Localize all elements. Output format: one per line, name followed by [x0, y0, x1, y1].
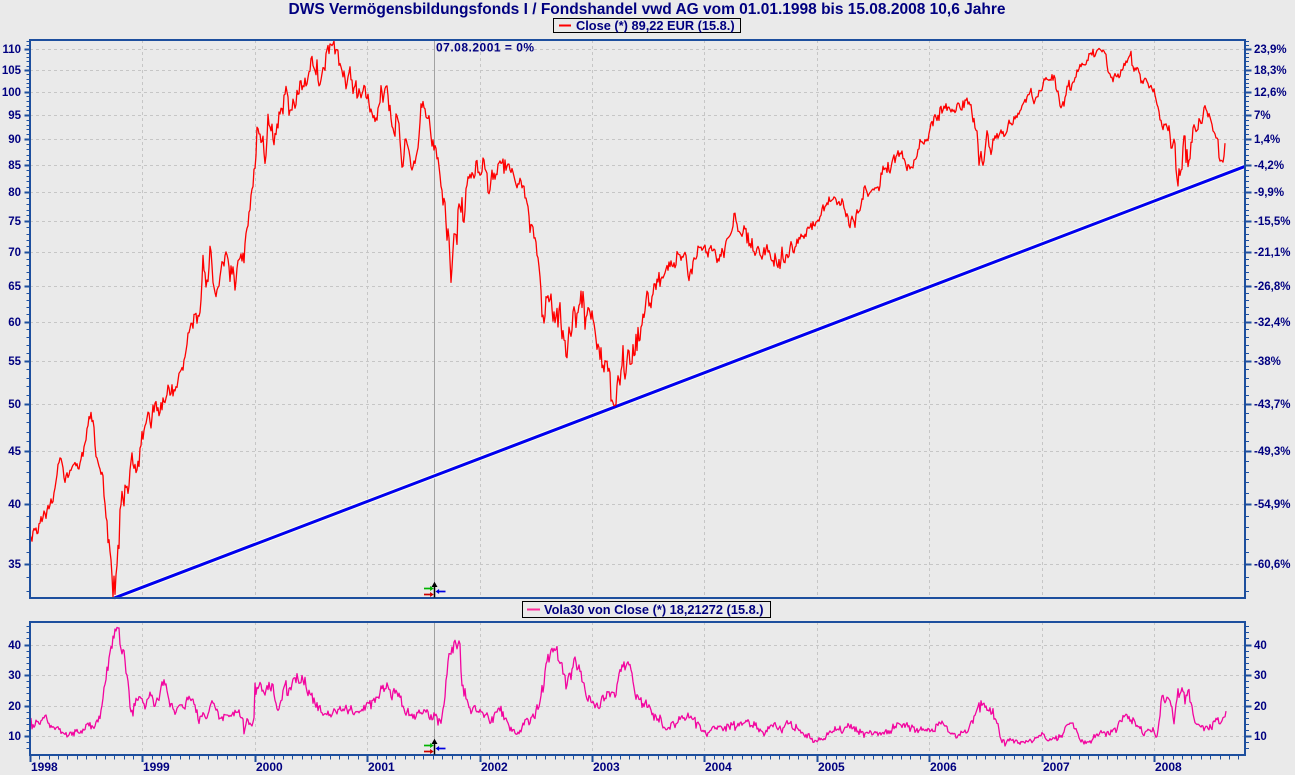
svg-text:90: 90: [8, 134, 21, 146]
svg-text:45: 45: [8, 446, 21, 458]
svg-text:75: 75: [8, 216, 21, 228]
svg-text:95: 95: [8, 110, 21, 122]
svg-text:80: 80: [8, 187, 21, 199]
svg-text:Close (*) 89,22 EUR (15.8.): Close (*) 89,22 EUR (15.8.): [576, 18, 735, 33]
svg-text:-15,5%: -15,5%: [1254, 216, 1290, 228]
svg-text:105: 105: [2, 65, 22, 77]
svg-text:70: 70: [8, 247, 21, 259]
svg-text:1,4%: 1,4%: [1254, 134, 1280, 146]
svg-text:Vola30 von Close (*) 18,21272: Vola30 von Close (*) 18,21272 (15.8.): [544, 602, 764, 617]
svg-text:20: 20: [8, 701, 21, 713]
svg-text:10: 10: [8, 731, 21, 743]
svg-text:-60,6%: -60,6%: [1254, 559, 1290, 571]
svg-text:85: 85: [8, 160, 21, 172]
svg-text:40: 40: [8, 640, 21, 652]
svg-text:30: 30: [1254, 670, 1267, 682]
svg-text:1999: 1999: [143, 760, 170, 774]
svg-text:20: 20: [1254, 701, 1267, 713]
svg-text:18,3%: 18,3%: [1254, 65, 1287, 77]
svg-text:100: 100: [2, 87, 21, 99]
svg-text:-9,9%: -9,9%: [1254, 187, 1284, 199]
svg-text:-38%: -38%: [1254, 356, 1281, 368]
svg-text:10: 10: [1254, 731, 1267, 743]
svg-text:2002: 2002: [481, 760, 508, 774]
svg-text:55: 55: [8, 356, 21, 368]
svg-text:-26,8%: -26,8%: [1254, 281, 1290, 293]
svg-text:-54,9%: -54,9%: [1254, 499, 1290, 511]
svg-text:40: 40: [1254, 640, 1267, 652]
svg-text:2008: 2008: [1155, 760, 1182, 774]
svg-text:50: 50: [8, 399, 21, 411]
svg-text:65: 65: [8, 281, 21, 293]
svg-text:7%: 7%: [1254, 110, 1271, 122]
svg-text:2000: 2000: [256, 760, 283, 774]
svg-text:23,9%: 23,9%: [1254, 44, 1287, 56]
svg-text:2005: 2005: [818, 760, 845, 774]
svg-text:-32,4%: -32,4%: [1254, 317, 1290, 329]
svg-text:DWS Vermögensbildungsfonds I /: DWS Vermögensbildungsfonds I / Fondshand…: [289, 1, 1006, 18]
svg-text:30: 30: [8, 670, 21, 682]
svg-text:-49,3%: -49,3%: [1254, 446, 1290, 458]
svg-text:-21,1%: -21,1%: [1254, 247, 1290, 259]
svg-text:60: 60: [8, 317, 21, 329]
svg-text:2003: 2003: [593, 760, 620, 774]
svg-text:12,6%: 12,6%: [1254, 87, 1287, 99]
svg-text:2006: 2006: [930, 760, 957, 774]
svg-text:2007: 2007: [1043, 760, 1070, 774]
svg-text:1998: 1998: [31, 760, 58, 774]
svg-text:2004: 2004: [705, 760, 732, 774]
svg-text:-4,2%: -4,2%: [1254, 160, 1284, 172]
svg-text:2001: 2001: [368, 760, 395, 774]
svg-text:07.08.2001 = 0%: 07.08.2001 = 0%: [436, 41, 535, 55]
svg-text:110: 110: [2, 44, 21, 56]
svg-text:-43,7%: -43,7%: [1254, 399, 1290, 411]
svg-text:35: 35: [8, 559, 21, 571]
svg-text:40: 40: [8, 499, 21, 511]
